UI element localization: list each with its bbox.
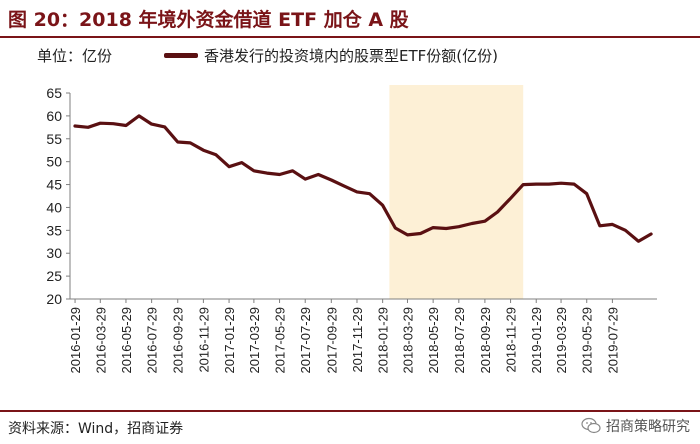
unit-label: 单位：亿份 (37, 47, 113, 65)
x-tick-label: 2019-03-29 (554, 307, 569, 374)
x-tick-label: 2018-01-29 (376, 307, 391, 374)
x-tick-label: 2017-07-29 (298, 307, 313, 374)
source-note: 资料来源：Wind，招商证券 (8, 421, 184, 437)
x-tick-label: 2017-05-29 (273, 307, 288, 374)
x-tick-label: 2016-03-29 (93, 307, 108, 374)
x-tick-label: 2017-03-29 (247, 307, 262, 374)
y-tick-label: 30 (46, 245, 62, 261)
legend-swatch (164, 53, 198, 58)
x-tick-label: 2016-07-29 (145, 307, 160, 374)
y-tick-label: 35 (46, 222, 62, 238)
highlight-band (389, 85, 524, 299)
x-tick-label: 2016-05-29 (119, 307, 134, 374)
legend: 香港发行的投资境内的股票型ETF份额(亿份) (164, 45, 498, 66)
x-tick-label: 2016-11-29 (196, 307, 211, 373)
x-tick-label: 2017-01-29 (222, 307, 237, 374)
legend-label: 香港发行的投资境内的股票型ETF份额(亿份) (204, 47, 498, 65)
x-tick-label: 2018-07-29 (452, 307, 467, 374)
x-tick-label: 2018-05-29 (426, 307, 441, 374)
y-tick-label: 55 (46, 131, 62, 147)
x-tick-label: 2019-07-29 (605, 307, 620, 374)
x-tick-label: 2017-11-29 (350, 307, 365, 373)
x-tick-label: 2018-09-29 (478, 307, 493, 374)
series-line (73, 114, 653, 243)
wechat-icon (581, 417, 601, 434)
x-tick-label: 2018-03-29 (400, 307, 415, 374)
x-tick-label: 2016-01-29 (68, 307, 83, 374)
x-tick-label: 2018-11-29 (504, 307, 519, 373)
watermark: 招商策略研究 (581, 416, 690, 436)
source-rule (0, 410, 700, 412)
line-chart: 20 25 30 35 40 45 50 55 60 65 2016-01-29 2016-03-29… (46, 85, 657, 374)
y-tick-label: 45 (46, 177, 62, 193)
x-tick-label: 2019-05-29 (580, 307, 595, 374)
y-tick-label: 25 (46, 268, 62, 284)
y-tick-label: 40 (46, 199, 62, 215)
x-tick-label: 2016-09-29 (171, 307, 186, 374)
watermark-text: 招商策略研究 (606, 419, 690, 435)
y-tick-label: 65 (46, 85, 62, 101)
figure-title: 图 20：2018 年境外资金借道 ETF 加仓 A 股 (8, 9, 409, 31)
y-tick-label: 50 (46, 154, 62, 170)
x-tick-label: 2019-01-29 (529, 307, 544, 374)
y-tick-label: 20 (46, 291, 62, 307)
y-tick-label: 60 (46, 108, 62, 124)
title-rule (0, 36, 700, 38)
x-tick-label: 2017-09-29 (324, 307, 339, 374)
